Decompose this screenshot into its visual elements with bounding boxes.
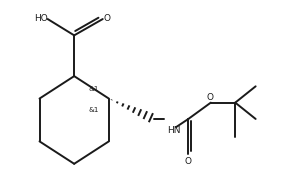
Text: O: O xyxy=(185,157,192,166)
Text: &1: &1 xyxy=(88,86,99,92)
Text: O: O xyxy=(104,14,111,23)
Text: &1: &1 xyxy=(88,107,99,113)
Text: HN: HN xyxy=(167,126,181,135)
Text: HO: HO xyxy=(34,14,48,23)
Text: O: O xyxy=(206,93,213,102)
